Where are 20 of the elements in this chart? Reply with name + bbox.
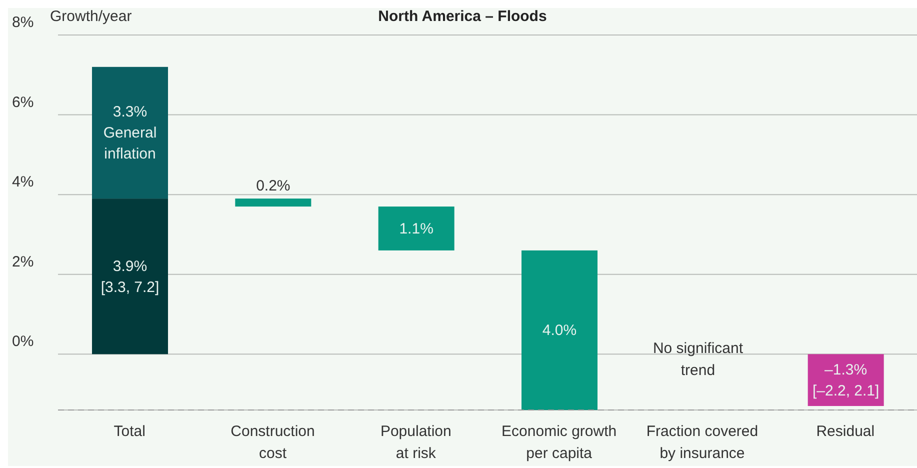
data-label: 0.2%: [256, 178, 290, 195]
y-tick-label: 8%: [12, 14, 34, 31]
x-tick-label: Fraction covered by insurance: [646, 423, 758, 462]
data-label: 1.1%: [399, 220, 434, 238]
x-tick-label: Residual: [816, 423, 875, 440]
data-label: 4.0%: [542, 322, 577, 340]
data-label: 3.3% General inflation: [103, 104, 157, 163]
chart-title: North America – Floods: [378, 8, 547, 25]
y-tick-label: 4%: [12, 174, 34, 191]
x-tick-label: Population at risk: [380, 423, 452, 462]
data-label: –1.3% [–2.2, 2.1]: [812, 362, 880, 400]
annotation: No significant trend: [652, 339, 744, 381]
x-tick-label: Total: [114, 423, 146, 440]
data-label: 3.9% [3.3, 7.2]: [100, 258, 160, 296]
y-tick-label: 6%: [12, 94, 34, 111]
y-axis-title: Growth/year: [50, 8, 132, 25]
y-tick-label: 0%: [12, 333, 34, 350]
x-tick-label: Construction cost: [230, 423, 315, 462]
x-tick-label: Economic growth per capita: [502, 423, 617, 462]
y-tick-label: 2%: [12, 253, 34, 270]
